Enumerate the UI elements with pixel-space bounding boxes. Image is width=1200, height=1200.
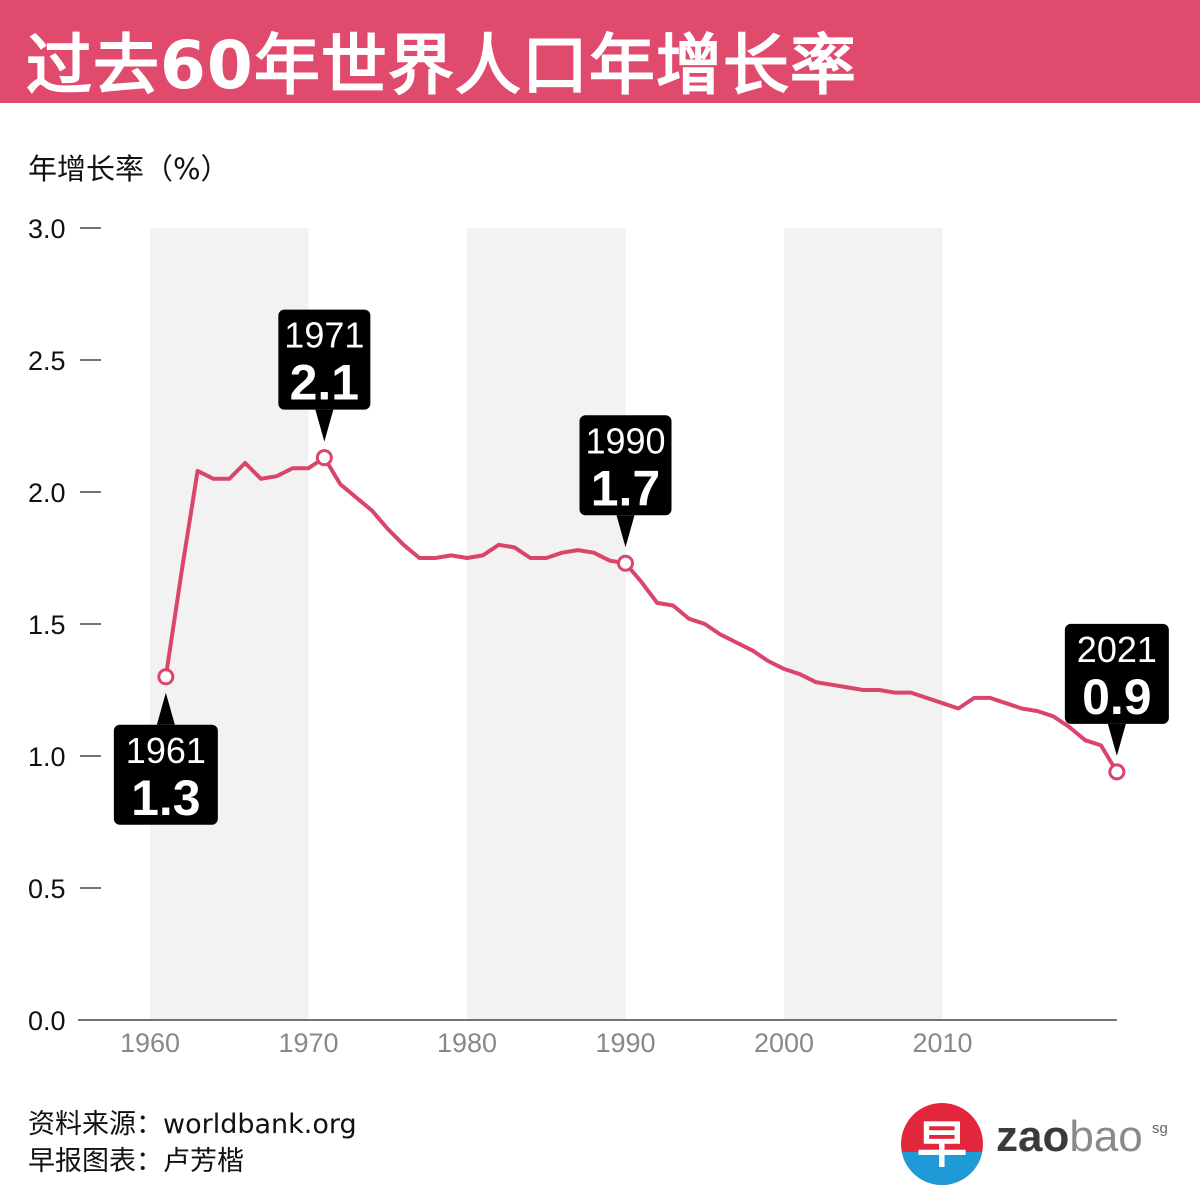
y-tick-label: 0.0: [28, 1006, 66, 1036]
callout-box: [1064, 623, 1169, 724]
callout-value: 0.9: [1082, 669, 1152, 725]
y-tick-label: 2.0: [28, 478, 66, 508]
x-tick-label: 2000: [754, 1028, 814, 1058]
y-axis-label: 年增长率（%）: [28, 152, 230, 186]
logo-mark-icon: 早: [901, 1103, 983, 1185]
x-tick-label: 1990: [595, 1028, 655, 1058]
callout-pointer: [1107, 723, 1126, 756]
x-tick-label: 1970: [278, 1028, 338, 1058]
callout-pointer: [616, 515, 635, 548]
callout-value: 1.7: [591, 460, 661, 516]
highlight-marker: [1108, 763, 1126, 781]
callout-box: [278, 309, 371, 410]
callout-value: 2.1: [290, 355, 360, 411]
shaded-band: [784, 228, 943, 1020]
callout-year: 1961: [126, 730, 206, 771]
chart-title: 过去60年世界人口年增长率: [26, 27, 857, 104]
callout-year: 1971: [284, 315, 364, 356]
highlight-marker: [315, 449, 333, 467]
logo-suffix: sg: [1152, 1120, 1168, 1137]
y-tick-label: 3.0: [28, 214, 66, 244]
logo-bao: bao: [1069, 1112, 1143, 1161]
x-tick-label: 2010: [912, 1028, 972, 1058]
callout-year: 2021: [1077, 629, 1157, 670]
y-tick-label: 1.0: [28, 742, 66, 772]
line-chart: 0.0 0.5 1.0 1.5 2.0 2.5 3.0 1960 1970 1980 1990 200…: [28, 214, 1169, 1058]
highlight-marker: [157, 668, 175, 686]
zaobao-logo: 早 zaobao sg: [900, 1102, 1190, 1186]
callout-box: [579, 415, 672, 516]
x-tick-label: 1980: [437, 1028, 497, 1058]
x-tick-label: 1960: [120, 1028, 180, 1058]
logo-zao: zao: [996, 1112, 1070, 1161]
logo-wordmark: zaobao: [996, 1112, 1143, 1162]
callout-year: 1990: [585, 420, 665, 461]
y-tick-label: 2.5: [28, 346, 66, 376]
title-bar: 过去60年世界人口年增长率: [0, 0, 1200, 104]
source-text: 资料来源：worldbank.org: [28, 1109, 357, 1140]
y-tick-label: 1.5: [28, 610, 66, 640]
callout-value: 1.3: [131, 770, 201, 826]
callout-box: [113, 724, 218, 825]
shaded-band: [467, 228, 626, 1020]
y-tick-label: 0.5: [28, 874, 66, 904]
logo-glyph: 早: [917, 1116, 967, 1174]
credit-text: 早报图表：卢芳楷: [28, 1146, 244, 1177]
highlight-marker: [617, 554, 634, 572]
callout-pointer: [156, 692, 175, 725]
callout-pointer: [315, 409, 334, 442]
footer-credits: 资料来源：worldbank.org 早报图表：卢芳楷: [28, 1106, 357, 1180]
